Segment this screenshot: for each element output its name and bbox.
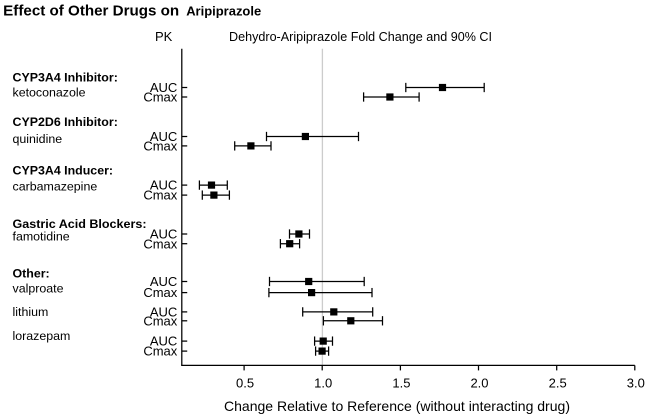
svg-text:CYP2D6 Inhibitor:: CYP2D6 Inhibitor: xyxy=(13,115,118,129)
svg-text:Cmax: Cmax xyxy=(143,90,177,105)
svg-text:Cmax: Cmax xyxy=(143,188,177,203)
svg-text:0.5: 0.5 xyxy=(236,375,254,390)
svg-text:Cmax: Cmax xyxy=(143,285,177,300)
svg-text:1.0: 1.0 xyxy=(314,375,332,390)
svg-text:Dehydro-Aripiprazole Fold Chan: Dehydro-Aripiprazole Fold Change and 90%… xyxy=(229,29,492,44)
svg-text:AUC: AUC xyxy=(150,305,177,320)
svg-text:Change Relative to Reference (: Change Relative to Reference (without in… xyxy=(224,398,570,414)
svg-text:CYP3A4 Inducer:: CYP3A4 Inducer: xyxy=(13,163,114,177)
svg-text:AUC: AUC xyxy=(150,80,177,95)
svg-text:Effect of Other Drugs on: Effect of Other Drugs on xyxy=(3,3,179,20)
svg-text:Cmax: Cmax xyxy=(143,344,177,359)
svg-text:Cmax: Cmax xyxy=(143,313,177,328)
svg-text:quinidine: quinidine xyxy=(13,132,63,146)
svg-text:AUC: AUC xyxy=(150,334,177,349)
svg-text:AUC: AUC xyxy=(150,129,177,144)
svg-text:famotidine: famotidine xyxy=(13,229,70,243)
svg-text:carbamazepine: carbamazepine xyxy=(13,180,98,194)
svg-text:Aripiprazole: Aripiprazole xyxy=(186,4,261,19)
svg-text:valproate: valproate xyxy=(13,282,64,296)
svg-text:lithium: lithium xyxy=(13,305,49,319)
svg-text:Other:: Other: xyxy=(13,266,50,280)
svg-text:2.5: 2.5 xyxy=(549,375,567,390)
svg-text:Cmax: Cmax xyxy=(143,236,177,251)
svg-text:AUC: AUC xyxy=(150,178,177,193)
svg-text:Gastric Acid Blockers:: Gastric Acid Blockers: xyxy=(13,217,147,231)
svg-text:3.0: 3.0 xyxy=(627,375,645,390)
svg-text:AUC: AUC xyxy=(150,274,177,289)
svg-text:2.0: 2.0 xyxy=(470,375,488,390)
svg-text:CYP3A4 Inhibitor:: CYP3A4 Inhibitor: xyxy=(13,71,118,85)
svg-text:AUC: AUC xyxy=(150,227,177,242)
svg-text:1.5: 1.5 xyxy=(392,375,410,390)
svg-text:lorazepam: lorazepam xyxy=(13,329,71,343)
svg-text:Cmax: Cmax xyxy=(143,139,177,154)
svg-text:PK: PK xyxy=(155,29,173,44)
svg-text:ketoconazole: ketoconazole xyxy=(13,86,86,100)
